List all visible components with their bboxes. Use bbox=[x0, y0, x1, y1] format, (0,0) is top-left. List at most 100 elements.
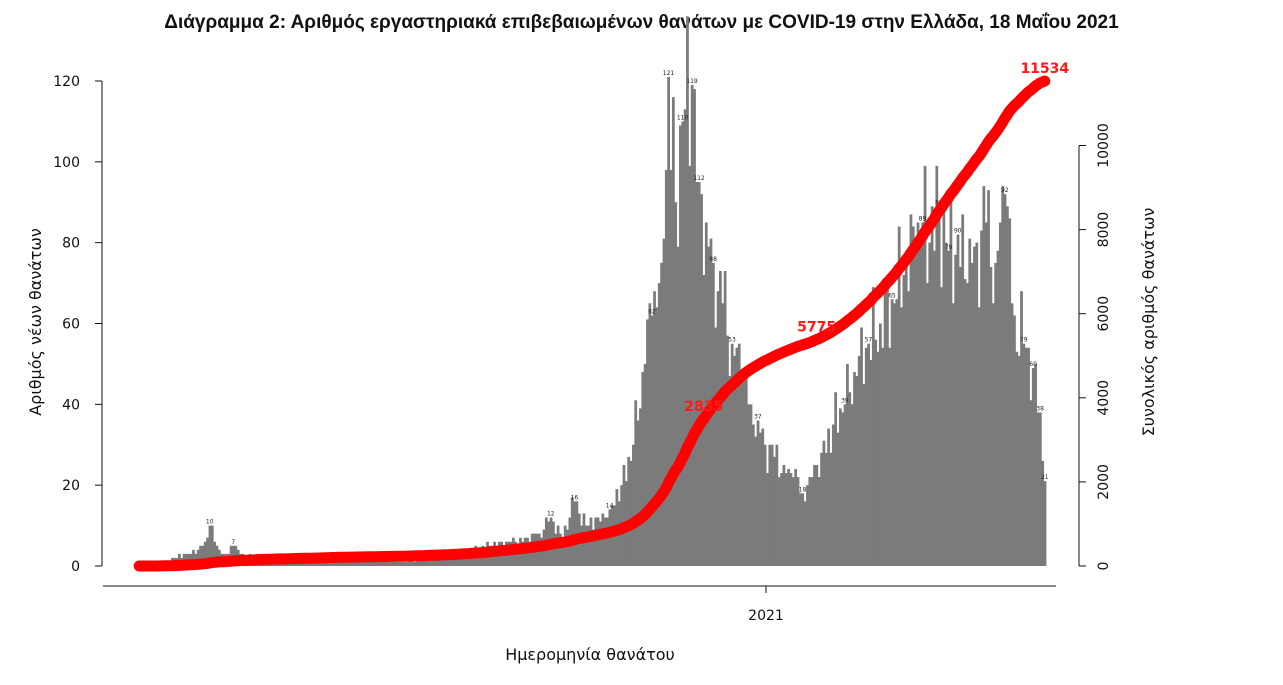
bar bbox=[639, 408, 642, 567]
bar bbox=[302, 561, 306, 566]
bar bbox=[660, 262, 663, 567]
right-y-axis: 0 2000 4000 6000 8000 10000 bbox=[1078, 123, 1112, 570]
bar bbox=[679, 125, 682, 567]
bar bbox=[352, 561, 355, 566]
bar bbox=[947, 250, 950, 566]
bar-value-label: 57 bbox=[865, 337, 873, 344]
left-tick-label: 0 bbox=[71, 559, 80, 575]
bar bbox=[730, 343, 734, 566]
bar bbox=[984, 222, 988, 566]
bar bbox=[643, 363, 647, 566]
bar bbox=[629, 460, 633, 566]
bar bbox=[676, 246, 680, 566]
bar bbox=[850, 404, 854, 566]
bar bbox=[827, 428, 830, 566]
bar bbox=[403, 561, 407, 566]
bar bbox=[424, 557, 428, 566]
bar bbox=[773, 456, 776, 567]
bar-value-label: 14 bbox=[606, 502, 614, 509]
bar bbox=[354, 561, 358, 566]
bar bbox=[457, 553, 461, 567]
bar bbox=[570, 497, 574, 566]
bar bbox=[305, 561, 308, 566]
bar bbox=[396, 561, 400, 566]
bar bbox=[356, 561, 360, 566]
cumulative-label: 2835 bbox=[684, 399, 723, 415]
bar bbox=[998, 222, 1002, 566]
bar bbox=[888, 347, 892, 566]
bar bbox=[904, 250, 908, 566]
bar bbox=[949, 198, 953, 566]
bar bbox=[681, 121, 685, 567]
bar bbox=[648, 303, 652, 566]
bar bbox=[704, 222, 708, 566]
bar bbox=[394, 561, 398, 566]
bar bbox=[559, 533, 562, 566]
bar bbox=[309, 561, 313, 566]
bar bbox=[883, 287, 887, 567]
bar bbox=[806, 485, 809, 566]
bar bbox=[940, 287, 943, 567]
bar bbox=[464, 553, 468, 567]
bar bbox=[813, 464, 816, 566]
chart-title: Διάγραμμα 2: Αριθμός εργαστηριακά επιβεβ… bbox=[164, 12, 1119, 33]
bar bbox=[1031, 367, 1035, 566]
bar bbox=[810, 477, 814, 566]
bar bbox=[1015, 351, 1019, 566]
bar-value-label: 62 bbox=[648, 308, 656, 315]
bar bbox=[876, 351, 880, 566]
bar bbox=[377, 561, 381, 566]
bar bbox=[820, 452, 823, 566]
bar bbox=[674, 202, 678, 566]
bar bbox=[307, 561, 311, 566]
bar bbox=[601, 513, 605, 566]
bar bbox=[857, 355, 861, 566]
left-tick-label: 120 bbox=[53, 74, 80, 90]
bar bbox=[335, 561, 339, 566]
bar bbox=[206, 537, 209, 566]
bar bbox=[314, 561, 318, 566]
bar bbox=[387, 561, 391, 566]
bar bbox=[942, 198, 946, 566]
cumulative-line bbox=[133, 75, 1051, 572]
bar bbox=[744, 372, 748, 566]
bar bbox=[787, 469, 790, 566]
bar bbox=[961, 214, 965, 567]
bar bbox=[836, 432, 840, 567]
bar bbox=[1027, 347, 1030, 566]
bar bbox=[528, 541, 532, 566]
right-tick-label: 6000 bbox=[1096, 296, 1112, 332]
bar bbox=[784, 473, 788, 566]
bar bbox=[721, 303, 725, 566]
bar bbox=[1008, 218, 1012, 567]
bar bbox=[596, 517, 600, 566]
cumulative-labels: 2835 5775 11534 bbox=[684, 61, 1069, 415]
right-tick-label: 10000 bbox=[1096, 123, 1112, 168]
bar bbox=[747, 404, 750, 566]
bar bbox=[855, 376, 859, 566]
bar bbox=[989, 266, 993, 566]
bar bbox=[422, 557, 426, 566]
bar bbox=[646, 319, 649, 566]
bar bbox=[434, 557, 438, 566]
bar-value-label: 89 bbox=[919, 216, 927, 223]
bar bbox=[368, 561, 372, 566]
bar bbox=[768, 444, 772, 566]
bar bbox=[1029, 400, 1033, 566]
right-tick-label: 8000 bbox=[1096, 212, 1112, 248]
bar bbox=[347, 561, 351, 566]
bar bbox=[963, 279, 967, 566]
bar bbox=[667, 76, 671, 567]
bar bbox=[502, 549, 506, 566]
bar bbox=[695, 182, 699, 567]
bar bbox=[573, 501, 576, 566]
bar bbox=[671, 97, 675, 567]
bar bbox=[869, 359, 873, 567]
bar-value-label: 121 bbox=[663, 70, 675, 77]
bar bbox=[874, 339, 878, 566]
bar-value-label: 92 bbox=[1001, 187, 1009, 194]
bar bbox=[215, 545, 219, 566]
bar bbox=[1010, 303, 1014, 566]
bar-value-label: 110 bbox=[677, 114, 689, 121]
bar-value-label: 39 bbox=[841, 397, 849, 404]
